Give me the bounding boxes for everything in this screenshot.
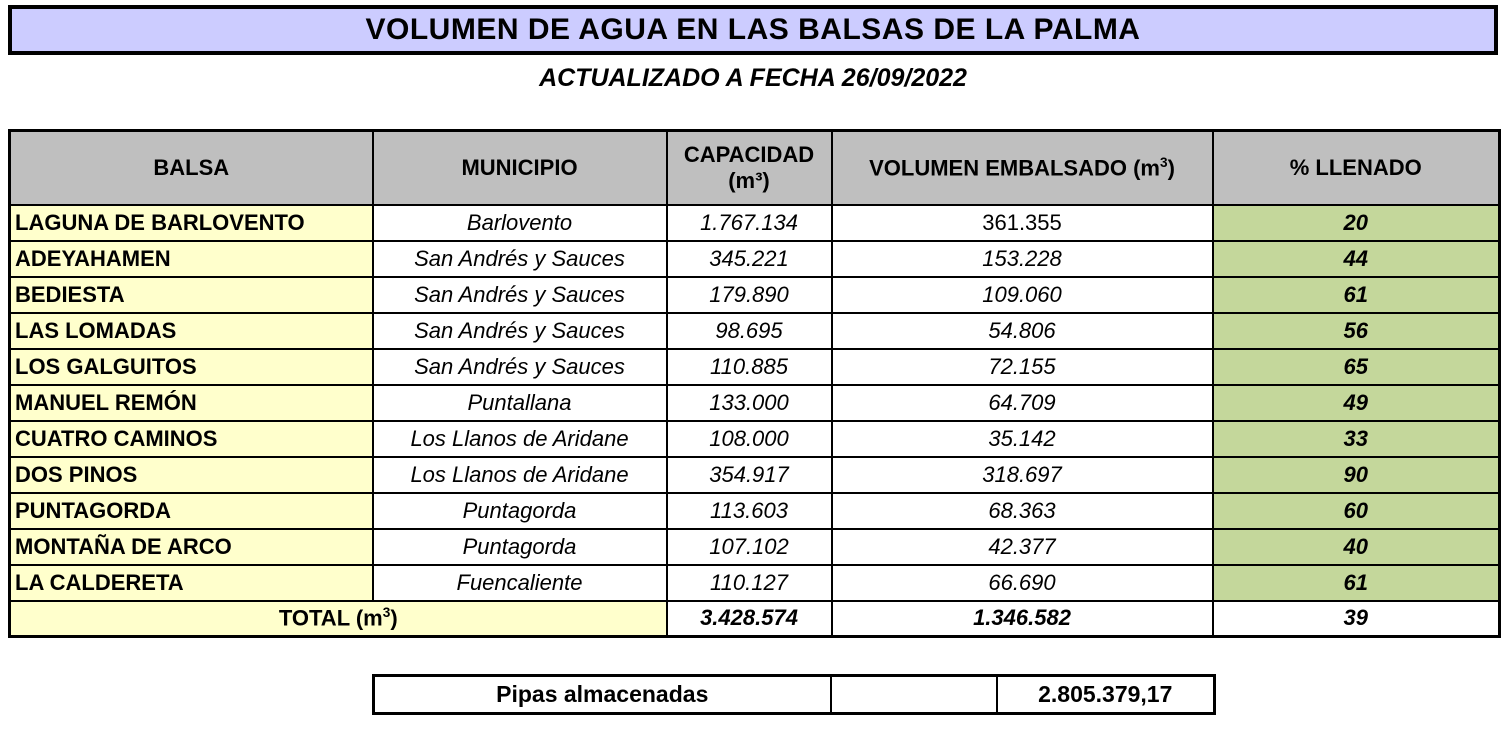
municipio-cell: San Andrés y Sauces: [371, 347, 668, 386]
table-row: LOS GALGUITOS San Andrés y Sauces 110.88…: [8, 347, 1501, 386]
capacidad-cell: 110.885: [665, 347, 833, 386]
header-balsa: BALSA: [8, 129, 374, 206]
pipas-table: Pipas almacenadas 2.805.379,17: [372, 674, 1216, 715]
table-row: ADEYAHAMEN San Andrés y Sauces 345.221 1…: [8, 239, 1501, 278]
municipio-cell: Los Llanos de Aridane: [371, 455, 668, 494]
llenado-cell: 61: [1211, 563, 1501, 602]
llenado-cell: 49: [1211, 383, 1501, 422]
header-municipio: MUNICIPIO: [371, 129, 668, 206]
volumen-cell: 361.355: [830, 203, 1214, 242]
pipas-value: 2.805.379,17: [995, 674, 1216, 715]
municipio-cell: San Andrés y Sauces: [371, 275, 668, 314]
table-row: MANUEL REMÓN Puntallana 133.000 64.709 4…: [8, 383, 1501, 422]
volumen-cell: 54.806: [830, 311, 1214, 350]
capacidad-cell: 107.102: [665, 527, 833, 566]
table-row: LAS LOMADAS San Andrés y Sauces 98.695 5…: [8, 311, 1501, 350]
page-title: VOLUMEN DE AGUA EN LAS BALSAS DE LA PALM…: [365, 13, 1141, 46]
balsa-cell: LA CALDERETA: [8, 563, 374, 602]
table-row: BEDIESTA San Andrés y Sauces 179.890 109…: [8, 275, 1501, 314]
table-row: DOS PINOS Los Llanos de Aridane 354.917 …: [8, 455, 1501, 494]
table-row: MONTAÑA DE ARCO Puntagorda 107.102 42.37…: [8, 527, 1501, 566]
table-row: LA CALDERETA Fuencaliente 110.127 66.690…: [8, 563, 1501, 602]
balsa-cell: LAS LOMADAS: [8, 311, 374, 350]
municipio-cell: San Andrés y Sauces: [371, 311, 668, 350]
total-llenado: 39: [1211, 599, 1501, 638]
balsa-cell: MANUEL REMÓN: [8, 383, 374, 422]
llenado-cell: 90: [1211, 455, 1501, 494]
volumen-cell: 109.060: [830, 275, 1214, 314]
total-label: TOTAL (m3): [8, 599, 668, 638]
balsa-cell: LOS GALGUITOS: [8, 347, 374, 386]
capacidad-cell: 133.000: [665, 383, 833, 422]
capacidad-cell: 98.695: [665, 311, 833, 350]
pipas-label: Pipas almacenadas: [372, 674, 832, 715]
llenado-cell: 61: [1211, 275, 1501, 314]
llenado-cell: 44: [1211, 239, 1501, 278]
municipio-cell: Los Llanos de Aridane: [371, 419, 668, 458]
pipas-row: Pipas almacenadas 2.805.379,17: [372, 674, 1216, 715]
balsa-cell: CUATRO CAMINOS: [8, 419, 374, 458]
municipio-cell: Puntagorda: [371, 491, 668, 530]
header-volumen: VOLUMEN EMBALSADO (m3): [830, 129, 1214, 206]
capacidad-cell: 113.603: [665, 491, 833, 530]
municipio-cell: San Andrés y Sauces: [371, 239, 668, 278]
balsa-cell: ADEYAHAMEN: [8, 239, 374, 278]
balsa-cell: PUNTAGORDA: [8, 491, 374, 530]
llenado-cell: 20: [1211, 203, 1501, 242]
llenado-cell: 33: [1211, 419, 1501, 458]
capacidad-cell: 110.127: [665, 563, 833, 602]
municipio-cell: Barlovento: [371, 203, 668, 242]
capacidad-cell: 345.221: [665, 239, 833, 278]
llenado-cell: 40: [1211, 527, 1501, 566]
municipio-cell: Fuencaliente: [371, 563, 668, 602]
reservoir-table: BALSA MUNICIPIO CAPACIDAD (m³) VOLUMEN E…: [8, 129, 1501, 638]
capacidad-cell: 108.000: [665, 419, 833, 458]
balsa-cell: DOS PINOS: [8, 455, 374, 494]
updated-date-subtitle: ACTUALIZADO A FECHA 26/09/2022: [539, 64, 967, 92]
total-capacidad: 3.428.574: [665, 599, 833, 638]
total-row: TOTAL (m3) 3.428.574 1.346.582 39: [8, 599, 1501, 638]
balsa-cell: BEDIESTA: [8, 275, 374, 314]
volumen-cell: 42.377: [830, 527, 1214, 566]
page: VOLUMEN DE AGUA EN LAS BALSAS DE LA PALM…: [8, 5, 1501, 715]
header-row: BALSA MUNICIPIO CAPACIDAD (m³) VOLUMEN E…: [8, 129, 1501, 206]
llenado-cell: 56: [1211, 311, 1501, 350]
volumen-cell: 64.709: [830, 383, 1214, 422]
llenado-cell: 60: [1211, 491, 1501, 530]
table-row: CUATRO CAMINOS Los Llanos de Aridane 108…: [8, 419, 1501, 458]
pipas-empty-cell: [829, 674, 998, 715]
balsa-cell: MONTAÑA DE ARCO: [8, 527, 374, 566]
llenado-cell: 65: [1211, 347, 1501, 386]
volumen-cell: 35.142: [830, 419, 1214, 458]
title-bar: VOLUMEN DE AGUA EN LAS BALSAS DE LA PALM…: [8, 5, 1498, 55]
volumen-cell: 66.690: [830, 563, 1214, 602]
table-row: LAGUNA DE BARLOVENTO Barlovento 1.767.13…: [8, 203, 1501, 242]
capacidad-cell: 179.890: [665, 275, 833, 314]
volumen-cell: 318.697: [830, 455, 1214, 494]
volumen-cell: 153.228: [830, 239, 1214, 278]
volumen-cell: 68.363: [830, 491, 1214, 530]
volumen-cell: 72.155: [830, 347, 1214, 386]
capacidad-cell: 354.917: [665, 455, 833, 494]
municipio-cell: Puntagorda: [371, 527, 668, 566]
total-volumen: 1.346.582: [830, 599, 1214, 638]
table-row: PUNTAGORDA Puntagorda 113.603 68.363 60: [8, 491, 1501, 530]
balsa-cell: LAGUNA DE BARLOVENTO: [8, 203, 374, 242]
header-capacidad: CAPACIDAD (m³): [665, 129, 833, 206]
municipio-cell: Puntallana: [371, 383, 668, 422]
capacidad-cell: 1.767.134: [665, 203, 833, 242]
header-llenado: % LLENADO: [1211, 129, 1501, 206]
